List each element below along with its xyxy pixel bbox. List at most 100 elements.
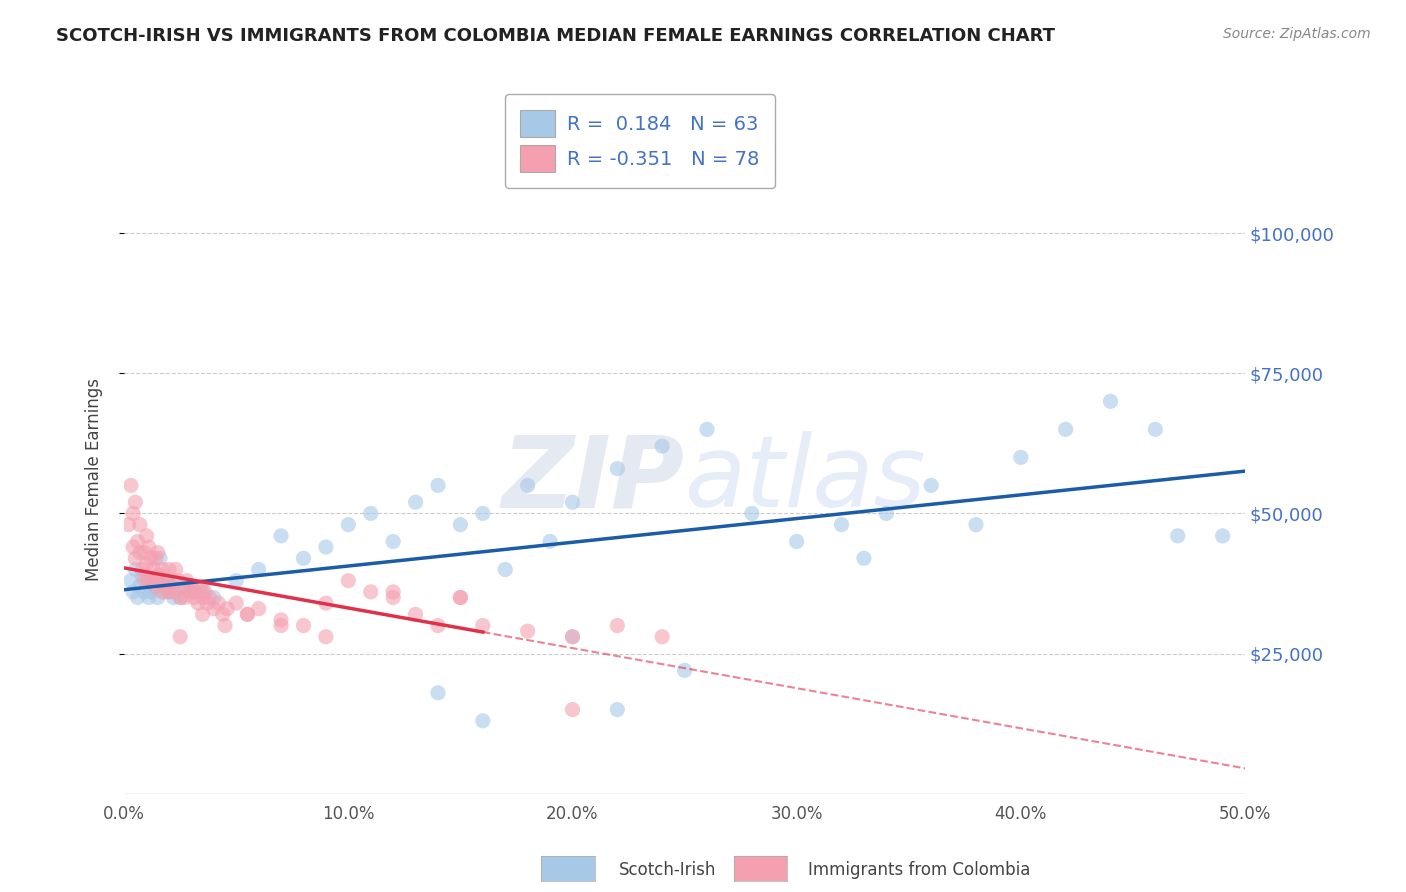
Point [471,618,494,632]
Point [198,591,221,605]
Point [516,478,538,492]
Point [139,585,162,599]
Point [214,618,236,632]
Point [162,591,184,605]
Point [427,478,450,492]
Point [120,574,142,588]
Point [405,495,427,509]
Point [183,591,205,605]
Point [149,551,172,566]
Point [236,607,259,622]
Point [156,574,179,588]
Point [167,574,190,588]
Point [651,630,673,644]
Point [1010,450,1032,465]
Point [471,714,494,728]
Point [134,585,156,599]
Point [145,551,167,566]
Point [606,461,628,475]
Point [217,601,239,615]
Text: ZIP: ZIP [502,432,685,528]
Point [191,607,214,622]
Point [696,422,718,436]
Point [153,579,176,593]
Point [176,574,198,588]
Point [128,546,150,560]
Point [195,596,218,610]
Point [191,591,214,605]
Point [134,574,156,588]
Point [449,591,471,605]
Point [965,517,987,532]
Point [142,579,165,593]
Point [211,607,233,622]
Point [138,540,160,554]
Point [1099,394,1122,409]
Point [172,579,194,593]
Point [160,579,183,593]
Point [120,478,142,492]
Point [516,624,538,639]
Point [561,630,583,644]
Point [561,630,583,644]
Point [149,574,172,588]
Point [138,574,160,588]
Point [207,596,229,610]
Point [117,517,139,532]
Point [131,568,153,582]
Point [360,507,382,521]
Point [427,686,450,700]
Point [145,579,167,593]
Point [606,703,628,717]
Point [315,540,337,554]
Point [150,585,173,599]
Point [162,585,184,599]
Point [146,568,169,582]
Point [1144,422,1167,436]
Point [150,574,173,588]
Point [1212,529,1234,543]
Point [124,562,146,576]
Text: Source: ZipAtlas.com: Source: ZipAtlas.com [1223,27,1371,41]
Point [173,579,195,593]
Point [127,591,149,605]
Point [122,585,145,599]
Point [786,534,808,549]
Point [382,591,405,605]
Point [236,607,259,622]
Point [270,529,292,543]
Point [292,618,315,632]
Point [191,585,214,599]
Point [920,478,942,492]
Point [124,551,146,566]
Point [561,703,583,717]
Legend: R =  0.184   N = 63, R = -0.351   N = 78: R = 0.184 N = 63, R = -0.351 N = 78 [505,94,775,188]
Text: SCOTCH-IRISH VS IMMIGRANTS FROM COLOMBIA MEDIAN FEMALE EARNINGS CORRELATION CHAR: SCOTCH-IRISH VS IMMIGRANTS FROM COLOMBIA… [56,27,1056,45]
Point [150,562,173,576]
Point [135,529,157,543]
Point [165,562,187,576]
Point [831,517,853,532]
Point [169,591,191,605]
Text: Scotch-Irish: Scotch-Irish [619,861,716,879]
Point [184,585,207,599]
Text: Immigrants from Colombia: Immigrants from Colombia [808,861,1031,879]
Point [124,495,146,509]
Point [673,664,696,678]
Point [157,585,180,599]
Y-axis label: Median Female Earnings: Median Female Earnings [86,378,103,582]
Point [852,551,875,566]
Point [128,517,150,532]
Point [449,517,471,532]
Point [146,546,169,560]
Point [169,630,191,644]
Point [160,579,183,593]
Point [165,585,187,599]
Text: atlas: atlas [685,432,927,528]
Point [382,534,405,549]
Point [134,546,156,560]
Point [270,618,292,632]
Point [135,557,157,571]
Point [131,562,153,576]
Point [494,562,516,576]
